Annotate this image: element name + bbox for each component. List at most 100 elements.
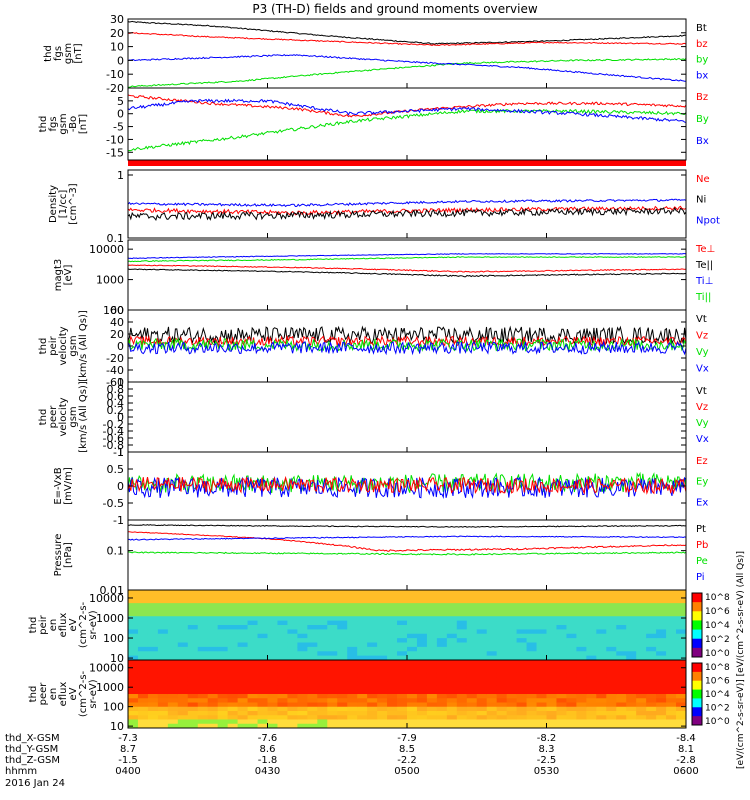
heatmap-cell xyxy=(466,651,478,657)
heatmap-cell xyxy=(526,702,538,708)
heatmap-cell xyxy=(596,646,607,652)
heatmap-cell xyxy=(596,625,607,630)
heatmap-cell xyxy=(506,590,518,595)
heatmap-cell xyxy=(566,677,577,682)
heatmap-cell xyxy=(466,698,478,703)
heatmap-cell xyxy=(227,723,239,729)
heatmap-cell xyxy=(177,719,189,725)
heatmap-cell xyxy=(476,723,488,729)
heatmap-cell xyxy=(177,607,189,613)
heatmap-cell xyxy=(486,651,498,657)
heatmap-cell xyxy=(516,642,528,648)
heatmap-cell xyxy=(436,651,448,657)
series-line-Vt xyxy=(127,325,687,345)
heatmap-cell xyxy=(656,603,667,608)
heatmap-cell xyxy=(526,711,538,716)
heatmap-cell xyxy=(576,694,587,699)
heatmap-cell xyxy=(546,677,557,682)
heatmap-cell xyxy=(367,677,378,682)
heatmap-cell xyxy=(606,603,617,608)
legend-entry: Ti⊥ xyxy=(695,276,713,287)
heatmap-cell xyxy=(227,590,239,595)
heatmap-cell xyxy=(128,633,139,639)
heatmap-cell xyxy=(307,715,318,720)
heatmap-cell xyxy=(666,672,677,678)
heatmap-cell xyxy=(436,677,448,682)
x-tick-label: 8.1 xyxy=(678,744,694,755)
heatmap-cell xyxy=(636,603,647,608)
heatmap-cell xyxy=(466,702,478,708)
heatmap-cell xyxy=(576,620,587,626)
heatmap-cell xyxy=(277,723,288,729)
heatmap-cell xyxy=(387,681,398,686)
heatmap-cell xyxy=(347,685,358,691)
heatmap-cell xyxy=(267,655,278,661)
heatmap-cell xyxy=(496,681,508,686)
heatmap-cell xyxy=(157,719,169,725)
heatmap-cell xyxy=(137,611,149,617)
heatmap-cell xyxy=(257,698,268,703)
heatmap-cell xyxy=(177,603,189,608)
heatmap-cell xyxy=(626,719,637,725)
heatmap-cell xyxy=(367,625,378,630)
heatmap-cell xyxy=(536,715,547,720)
heatmap-cell xyxy=(536,629,547,635)
heatmap-cell xyxy=(426,672,438,678)
legend-entry: Vz xyxy=(696,402,708,413)
heatmap-cell xyxy=(626,616,637,622)
heatmap-cell xyxy=(566,660,577,665)
heatmap-cell xyxy=(377,677,388,682)
heatmap-cell xyxy=(287,594,298,600)
y-axis-label: eflux xyxy=(58,682,69,707)
heatmap-cell xyxy=(327,616,338,622)
heatmap-cell xyxy=(267,677,278,682)
heatmap-cell xyxy=(257,590,268,595)
y-tick-label: 0.1 xyxy=(107,545,125,558)
legend-entry: bz xyxy=(696,39,708,50)
heatmap-cell xyxy=(476,660,488,665)
heatmap-cell xyxy=(616,655,627,661)
heatmap-cell xyxy=(287,633,298,639)
heatmap-cell xyxy=(606,677,617,682)
heatmap-cell xyxy=(307,598,318,604)
heatmap-cell xyxy=(486,672,498,678)
heatmap-cell xyxy=(387,723,398,729)
heatmap-cell xyxy=(666,702,677,708)
heatmap-cell xyxy=(128,590,139,595)
legend-entry: Vy xyxy=(696,347,709,358)
heatmap-cell xyxy=(456,590,468,595)
series-line-Ex xyxy=(127,476,687,499)
heatmap-cell xyxy=(217,668,229,674)
heatmap-cell xyxy=(357,607,368,613)
heatmap-cell xyxy=(307,694,318,699)
heatmap-cell xyxy=(337,719,348,725)
heatmap-cell xyxy=(187,698,199,703)
heatmap-cell xyxy=(357,603,368,608)
heatmap-cell xyxy=(177,694,189,699)
heatmap-cell xyxy=(287,689,298,695)
heatmap-cell xyxy=(616,629,627,635)
heatmap-cell xyxy=(476,611,488,617)
heatmap-cell xyxy=(337,642,348,648)
heatmap-cell xyxy=(596,611,607,617)
heatmap-cell xyxy=(436,611,448,617)
heatmap-cell xyxy=(277,642,288,648)
heatmap-cell xyxy=(456,646,468,652)
heatmap-cell xyxy=(407,685,418,691)
heatmap-cell xyxy=(556,616,567,622)
heatmap-cell xyxy=(167,611,179,617)
heatmap-cell xyxy=(317,629,328,635)
heatmap-cell xyxy=(636,625,647,630)
heatmap-cell xyxy=(287,629,298,635)
heatmap-cell xyxy=(297,620,308,626)
heatmap-cell xyxy=(516,633,528,639)
heatmap-cell xyxy=(576,642,587,648)
heatmap-cell xyxy=(367,681,378,686)
heatmap-cell xyxy=(446,711,458,716)
heatmap-cell xyxy=(257,668,268,674)
heatmap-cell xyxy=(546,672,557,678)
heatmap-cell xyxy=(377,607,388,613)
heatmap-cell xyxy=(337,685,348,691)
heatmap-cell xyxy=(287,723,298,729)
heatmap-cell xyxy=(566,681,577,686)
